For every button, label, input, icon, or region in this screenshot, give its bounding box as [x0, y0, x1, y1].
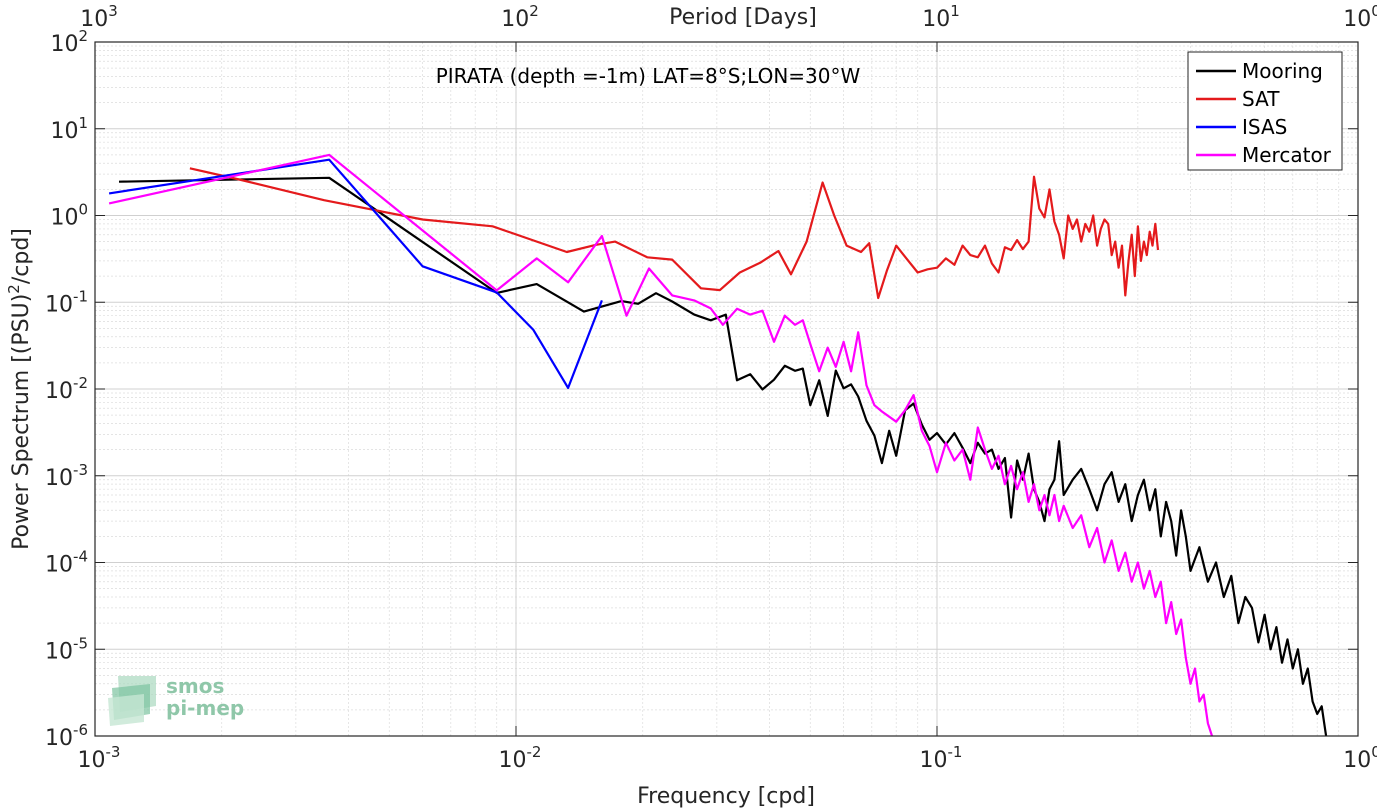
y-tick-label-exponent: 0 [78, 201, 88, 219]
legend-label-mooring: Mooring [1242, 59, 1323, 83]
y-axis-title-sup: 2 [5, 284, 23, 294]
top-tick-labels: 103 102 101 100 [80, 2, 1377, 32]
top-tick-label: 101 [922, 2, 960, 32]
y-tick-label-exponent: -5 [73, 634, 88, 652]
legend-items: Mooring SAT ISAS Mercator [1196, 59, 1332, 167]
x-axis-title: Frequency [cpd] [637, 784, 815, 809]
series-line-mooring [118, 176, 1328, 736]
y-tick-label-base: 10 [50, 32, 78, 57]
y-tick-label-exponent: -2 [73, 374, 88, 392]
y-tick-label: 101 [50, 114, 88, 144]
top-tick-label-exponent: 1 [950, 2, 960, 20]
series-layer [108, 153, 1328, 736]
y-tick-label-exponent: 2 [78, 27, 88, 45]
y-tick-label: 10-5 [45, 634, 88, 664]
top-tick-label: 102 [501, 2, 539, 32]
x-tick-label-base: 10 [1343, 748, 1371, 773]
legend-label-mercator: Mercator [1242, 143, 1332, 167]
y-tick-label-base: 10 [45, 379, 73, 404]
x-tick-label-base: 10 [78, 748, 106, 773]
x-tick-label: 10-1 [920, 743, 963, 773]
y-tick-label-base: 10 [45, 553, 73, 578]
top-tick-label-base: 10 [922, 7, 950, 32]
x-tick-label: 100 [1343, 743, 1377, 773]
y-tick-label-exponent: -3 [73, 461, 88, 479]
logo-text-pimep: pi-mep [166, 696, 244, 720]
tick-marks [94, 41, 1359, 737]
series-line-mercator [108, 153, 1214, 736]
x-tick-label-exponent: 0 [1371, 743, 1377, 761]
x-tick-label-base: 10 [920, 748, 948, 773]
smos-logo: smos pi-mep [108, 674, 244, 726]
top-tick-label-base: 10 [1343, 7, 1371, 32]
series-line-sat [189, 167, 1160, 300]
legend-label-isas: ISAS [1242, 115, 1287, 139]
y-tick-label: 10-3 [45, 461, 88, 491]
y-tick-label-exponent: -1 [73, 287, 88, 305]
top-tick-label: 103 [80, 2, 118, 32]
y-tick-label-base: 10 [50, 119, 78, 144]
y-axis-title-main: Power Spectrum [(PSU) [9, 294, 34, 550]
top-tick-label-base: 10 [80, 7, 108, 32]
logo-text-smos: smos [166, 674, 224, 698]
y-tick-label-base: 10 [45, 466, 73, 491]
y-tick-label: 100 [50, 201, 88, 231]
top-axis-title: Period [Days] [669, 5, 817, 30]
x-tick-label-base: 10 [499, 748, 527, 773]
y-tick-label-base: 10 [45, 292, 73, 317]
y-tick-label-exponent: -6 [73, 721, 88, 739]
y-axis-title: Power Spectrum [(PSU)2/cpd] [5, 228, 34, 550]
y-tick-label: 10-1 [45, 287, 88, 317]
y-tick-label-base: 10 [45, 639, 73, 664]
y-tick-label: 10-4 [45, 548, 88, 578]
y-tick-label-base: 10 [50, 206, 78, 231]
top-tick-label-exponent: 0 [1371, 2, 1377, 20]
y-tick-label: 10-6 [45, 721, 88, 751]
y-axis-title-tail: /cpd] [9, 228, 34, 284]
top-tick-label-base: 10 [501, 7, 529, 32]
x-tick-label-exponent: -3 [106, 743, 121, 761]
top-tick-label: 100 [1343, 2, 1377, 32]
y-tick-label-exponent: -4 [73, 548, 88, 566]
logo-mark-front [108, 694, 144, 726]
y-tick-label-exponent: 1 [78, 114, 88, 132]
chart-annotation: PIRATA (depth =-1m) LAT=8°S;LON=30°W [436, 64, 861, 88]
x-tick-label: 10-2 [499, 743, 542, 773]
x-tick-label: 10-3 [78, 743, 121, 773]
x-tick-labels: 10-3 10-2 10-1 100 [78, 743, 1377, 773]
legend: Mooring SAT ISAS Mercator [1187, 51, 1343, 171]
top-tick-label-exponent: 3 [108, 2, 118, 20]
x-tick-label-exponent: -2 [527, 743, 542, 761]
y-tick-label: 102 [50, 27, 88, 57]
y-tick-label: 10-2 [45, 374, 88, 404]
series-line-isas [108, 158, 603, 389]
legend-label-sat: SAT [1242, 87, 1280, 111]
y-tick-label-base: 10 [45, 726, 73, 751]
top-tick-label-exponent: 2 [529, 2, 539, 20]
x-tick-label-exponent: -1 [948, 743, 963, 761]
